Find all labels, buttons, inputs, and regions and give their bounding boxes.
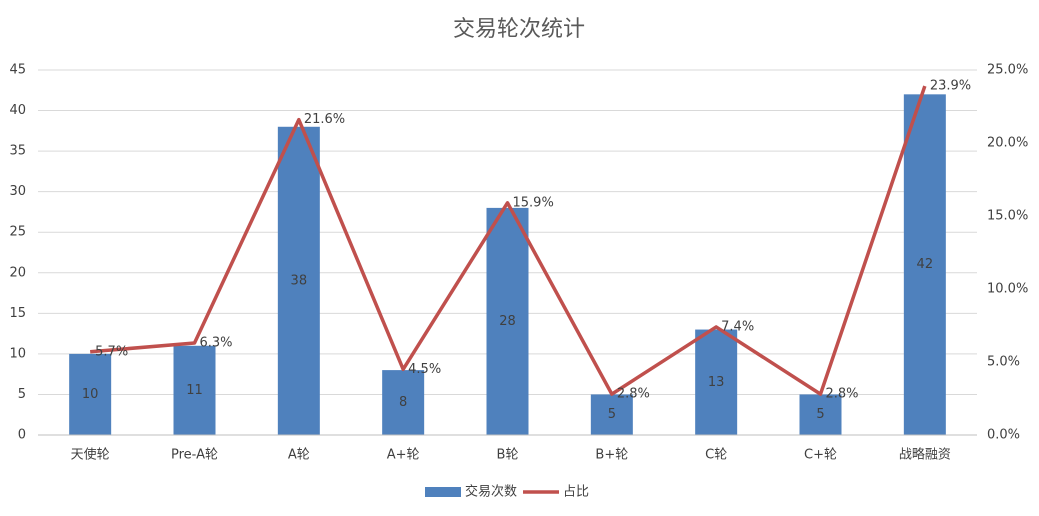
line-value-label: 21.6%: [304, 112, 345, 127]
x-tick-label: A+轮: [387, 448, 420, 463]
y-tick-label: 45: [9, 63, 26, 78]
y-tick-label: 25: [9, 225, 26, 240]
bar: [382, 370, 425, 435]
line-value-label: 15.9%: [513, 195, 554, 210]
legend-swatch: [425, 487, 461, 497]
x-tick-label: B轮: [497, 448, 519, 463]
legend-label: 占比: [563, 485, 589, 500]
y2-tick-label: 25.0%: [987, 63, 1028, 78]
x-tick-label: 天使轮: [71, 447, 110, 463]
y2-tick-label: 0.0%: [987, 428, 1020, 443]
line-value-label: 7.4%: [721, 319, 754, 334]
line-value-label: 6.3%: [200, 336, 233, 351]
y2-tick-label: 10.0%: [987, 282, 1028, 297]
bar: [695, 329, 738, 435]
x-tick-label: Pre-A轮: [171, 448, 218, 463]
bar-value-label: 8: [399, 395, 407, 410]
bar-value-label: 13: [708, 375, 725, 390]
bar: [799, 394, 842, 435]
bar: [486, 207, 529, 435]
chart-title: 交易轮次统计: [453, 17, 585, 42]
line-value-label: 5.7%: [95, 344, 128, 359]
x-tick-label: C轮: [705, 448, 727, 463]
line-value-label: 23.9%: [930, 79, 971, 94]
y-tick-label: 20: [9, 265, 26, 280]
y-tick-label: 40: [9, 103, 26, 118]
bar-value-label: 42: [917, 257, 934, 272]
y-tick-label: 10: [9, 346, 26, 361]
bar: [590, 394, 633, 435]
y-tick-label: 35: [9, 144, 26, 159]
y-tick-label: 5: [18, 387, 26, 402]
line-value-label: 4.5%: [408, 362, 441, 377]
line-value-label: 2.8%: [617, 387, 650, 402]
y2-tick-label: 20.0%: [987, 136, 1028, 151]
bar-value-label: 5: [816, 407, 824, 422]
bar-value-label: 38: [291, 273, 308, 288]
y2-tick-label: 5.0%: [987, 355, 1020, 370]
line-value-label: 2.8%: [826, 387, 859, 402]
bar: [173, 345, 216, 435]
line: [90, 85, 927, 396]
x-tick-label: C+轮: [804, 448, 837, 463]
bar: [69, 353, 112, 435]
y2-tick-label: 15.0%: [987, 209, 1028, 224]
bar-value-label: 5: [608, 407, 616, 422]
bar-value-label: 10: [82, 387, 99, 402]
bar-value-label: 11: [186, 383, 203, 398]
y-tick-label: 15: [9, 306, 26, 321]
y-tick-label: 30: [9, 184, 26, 199]
x-tick-label: 战略融资: [899, 447, 951, 463]
x-tick-label: B+轮: [595, 448, 628, 463]
legend-label: 交易次数: [465, 484, 517, 500]
bar: [277, 126, 320, 436]
bar: [903, 94, 946, 435]
y-tick-label: 0: [18, 428, 26, 443]
x-tick-label: A轮: [288, 448, 310, 463]
bar-value-label: 28: [499, 314, 516, 329]
